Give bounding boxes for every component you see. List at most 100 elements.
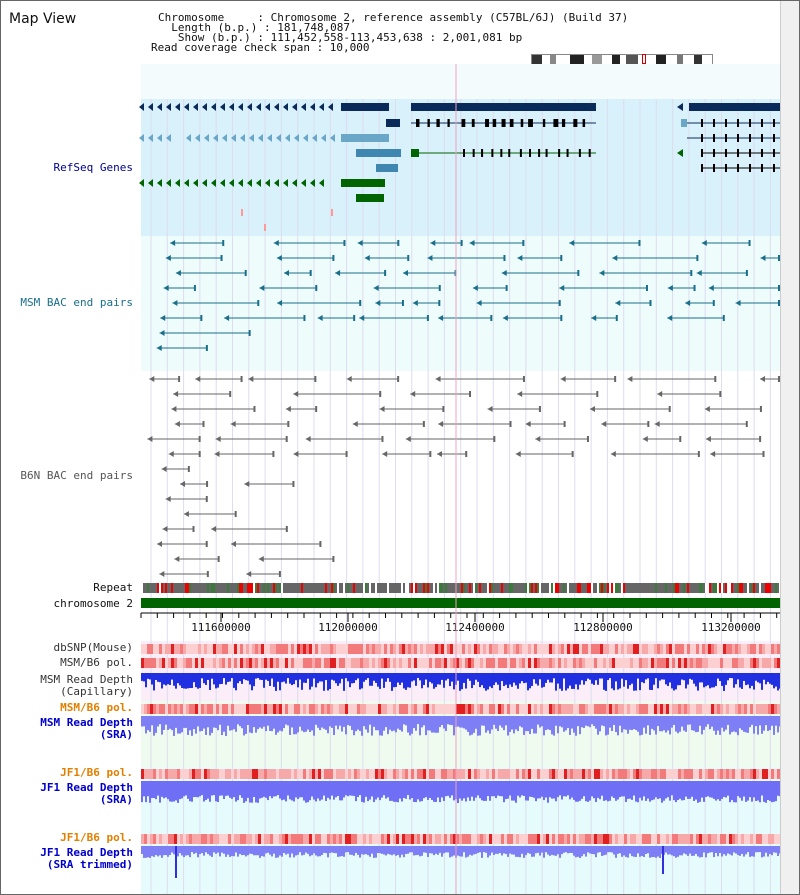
repeat-segment — [469, 583, 471, 593]
heat-cell — [417, 658, 420, 668]
heat-cell — [432, 834, 435, 844]
depth-bar — [597, 673, 599, 685]
depth-bar — [477, 673, 479, 682]
heat-cell — [543, 704, 546, 714]
heat-cell — [306, 658, 309, 668]
heat-cell — [699, 769, 702, 779]
depth-bar — [557, 846, 559, 855]
b6n-bac-track[interactable] — [147, 376, 780, 577]
heat-cell — [486, 704, 489, 714]
depth-bar — [289, 673, 291, 684]
gene-arrow — [292, 103, 297, 111]
depth-bar — [259, 846, 261, 858]
msm-end — [503, 255, 506, 261]
depth-bar — [661, 716, 663, 732]
depth-bar — [149, 716, 151, 732]
depth-bar — [689, 846, 691, 854]
heat-cell — [711, 658, 714, 668]
depth-bar — [187, 781, 189, 799]
heat-cell — [771, 644, 774, 654]
depth-bar — [611, 846, 613, 853]
depth-bar — [327, 716, 329, 734]
heat-cell — [462, 704, 465, 714]
heat-cell — [495, 644, 498, 654]
b6n-end — [525, 421, 531, 427]
depth-bar — [161, 781, 163, 797]
heat-cell — [573, 644, 576, 654]
b6n-end — [759, 406, 762, 412]
depth-bar — [697, 716, 699, 732]
jf1-depth-sra-sublabel: (SRA) — [99, 793, 133, 806]
depth-bar — [597, 846, 599, 853]
heat-cell — [342, 644, 345, 654]
heat-cell — [624, 769, 627, 779]
depth-bar — [679, 846, 681, 856]
heat-cell — [303, 769, 306, 779]
heat-cell — [432, 704, 435, 714]
depth-bar — [355, 846, 357, 853]
depth-bar — [517, 846, 519, 857]
heat-cell — [582, 644, 585, 654]
msm-end — [696, 270, 702, 276]
heat-cell — [294, 658, 297, 668]
repeat-segment — [687, 583, 689, 593]
depth-bar — [591, 673, 593, 684]
depth-bar — [201, 846, 203, 854]
heat-cell — [273, 658, 276, 668]
heat-cell — [750, 658, 753, 668]
gene-arrow — [294, 134, 299, 142]
depth-bar — [537, 846, 539, 853]
heat-cell — [543, 658, 546, 668]
heat-cell — [600, 769, 603, 779]
heat-cell — [768, 834, 771, 844]
depth-bar — [529, 781, 531, 797]
heat-cell — [738, 834, 741, 844]
msm-end — [502, 315, 508, 321]
heat-cell — [678, 834, 681, 844]
refseq-genes-track[interactable] — [139, 103, 781, 231]
depth-bar — [617, 673, 619, 690]
depth-bar — [489, 846, 491, 856]
depth-bar — [377, 673, 379, 687]
msm-end — [559, 285, 565, 291]
heat-cell — [312, 704, 315, 714]
depth-bar — [675, 846, 677, 858]
heat-cell — [249, 644, 252, 654]
depth-bar — [667, 846, 669, 855]
depth-bar — [331, 673, 333, 680]
depth-bar — [317, 716, 319, 728]
heat-cell — [498, 769, 501, 779]
heat-cell — [201, 769, 204, 779]
vertical-scrollbar[interactable] — [780, 1, 799, 894]
b6n-end — [215, 436, 221, 442]
jf1-pol2-label: JF1/B6 pol. — [60, 831, 133, 844]
heat-cell — [189, 704, 192, 714]
b6n-end — [149, 376, 155, 382]
depth-bar — [347, 716, 349, 726]
heat-cell — [144, 704, 147, 714]
depth-bar — [369, 673, 371, 686]
heat-cell — [576, 644, 579, 654]
heat-cell — [159, 704, 162, 714]
exon — [463, 149, 465, 157]
heat-cell — [321, 834, 324, 844]
heat-cell — [750, 834, 753, 844]
depth-bar — [169, 716, 171, 729]
msm-end — [220, 255, 223, 261]
heat-cell — [465, 769, 468, 779]
depth-bar — [319, 673, 321, 682]
depth-bar — [527, 781, 529, 801]
depth-bar — [571, 846, 573, 853]
heat-cell — [165, 834, 168, 844]
heat-cell — [411, 658, 414, 668]
heat-cell — [612, 704, 615, 714]
heat-cell — [168, 644, 171, 654]
heat-cell — [156, 704, 159, 714]
depth-bar — [645, 846, 647, 855]
heat-cell — [216, 644, 219, 654]
depth-bar — [401, 846, 403, 855]
repeat-track[interactable] — [141, 583, 781, 593]
heat-cell — [471, 704, 474, 714]
depth-bar — [745, 716, 747, 733]
